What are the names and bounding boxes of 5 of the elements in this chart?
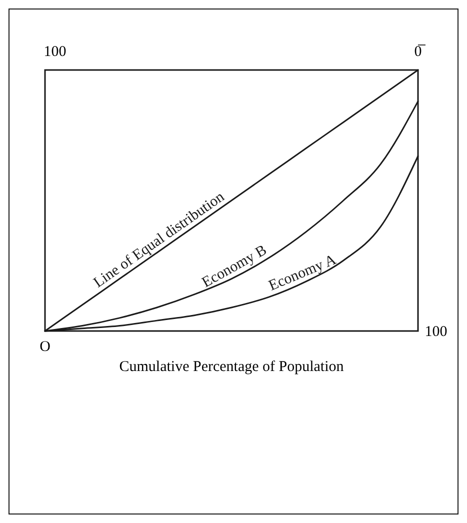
x-axis-title: Cumulative Percentage of Population xyxy=(119,359,344,375)
text: 100 xyxy=(424,324,448,340)
text: 0̅ xyxy=(414,44,426,60)
text: 100 xyxy=(44,44,66,60)
text: O xyxy=(40,339,51,355)
